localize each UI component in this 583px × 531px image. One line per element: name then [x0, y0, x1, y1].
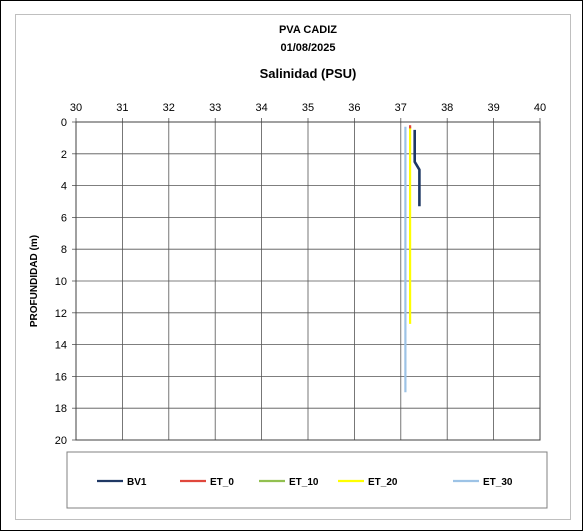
x-tick-label: 39 — [487, 102, 499, 114]
y-tick-label: 14 — [55, 340, 67, 352]
x-tick-label: 38 — [441, 102, 453, 114]
legend-label: ET_20 — [368, 477, 398, 488]
x-tick-label: 34 — [255, 102, 267, 114]
y-tick-label: 16 — [55, 371, 67, 383]
x-tick-label: 30 — [70, 102, 82, 114]
x-tick-label: 40 — [534, 102, 546, 114]
chart-subtitle: 01/08/2025 — [280, 42, 335, 54]
y-tick-label: 6 — [61, 212, 67, 224]
y-tick-label: 0 — [61, 117, 67, 129]
plot-border — [75, 121, 541, 441]
legend-label: BV1 — [127, 477, 147, 488]
y-tick-label: 12 — [55, 308, 67, 320]
legend-label: ET_30 — [483, 477, 513, 488]
chart-area — [15, 14, 571, 520]
y-tick-label: 10 — [55, 276, 67, 288]
x-tick-label: 32 — [163, 102, 175, 114]
x-tick-label: 35 — [302, 102, 314, 114]
legend-item-et-10: ET_10 — [259, 477, 319, 488]
series-line-bv1 — [413, 129, 421, 207]
legend: BV1 ET_0 ET_10 ET_20 ET_30 — [97, 477, 513, 488]
y-tick-label: 20 — [55, 435, 67, 447]
x-tick-label: 36 — [348, 102, 360, 114]
x-tick-label: 33 — [209, 102, 221, 114]
chart-title: PVA CADIZ — [279, 24, 337, 36]
legend-item-bv1: BV1 — [97, 477, 147, 488]
y-tick-label: 2 — [61, 149, 67, 161]
x-tick-label: 31 — [116, 102, 128, 114]
legend-label: ET_0 — [210, 477, 234, 488]
legend-item-et-20: ET_20 — [338, 477, 398, 488]
legend-item-et-0: ET_0 — [180, 477, 234, 488]
y-axis-label: PROFUNDIDAD (m) — [29, 235, 40, 327]
legend-label: ET_10 — [289, 477, 319, 488]
y-tick-label: 8 — [61, 244, 67, 256]
y-tick-label: 18 — [55, 403, 67, 415]
legend-item-et-30: ET_30 — [453, 477, 513, 488]
y-tick-labels: 0 2 4 6 8 10 12 14 16 18 20 — [55, 117, 67, 447]
x-tick-labels: 30 31 32 33 34 35 36 37 38 39 40 — [70, 102, 546, 114]
x-axis-label: Salinidad (PSU) — [260, 66, 357, 81]
y-tick-label: 4 — [61, 181, 67, 193]
x-tick-label: 37 — [395, 102, 407, 114]
grid-lines — [72, 118, 541, 441]
series-lines — [404, 125, 421, 393]
